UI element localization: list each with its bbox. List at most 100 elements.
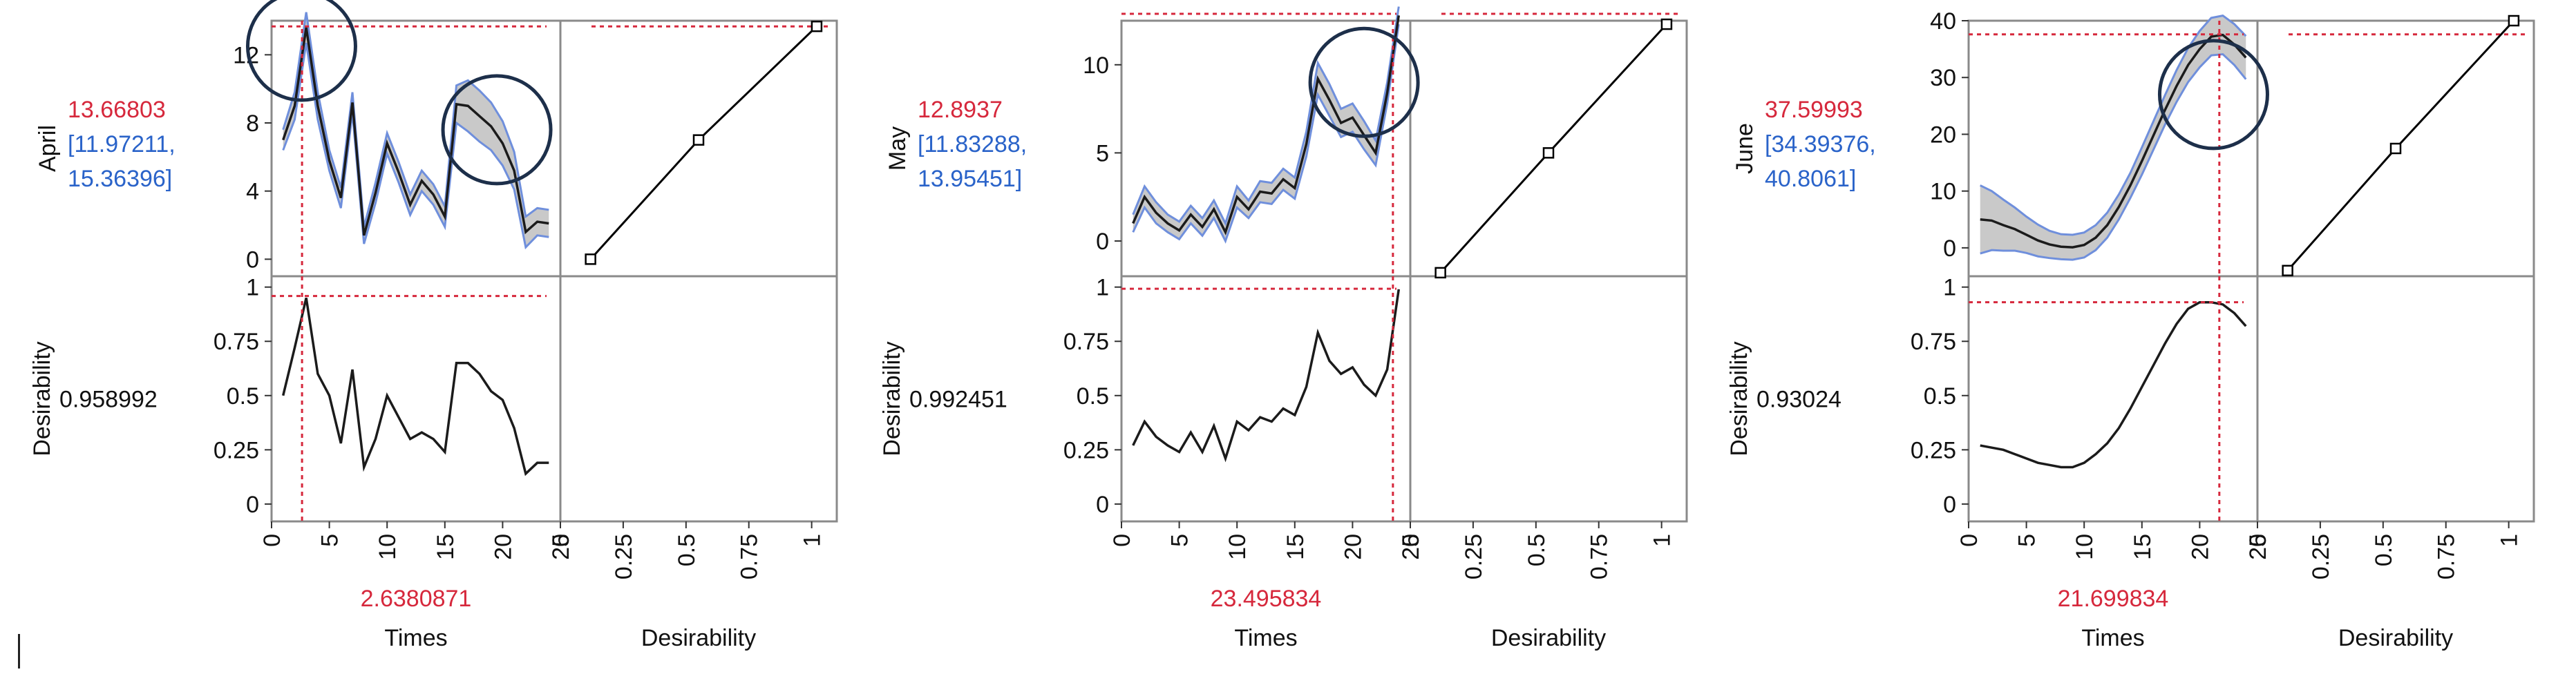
x-axis-label: Times bbox=[2081, 625, 2144, 651]
desirability-handle bbox=[2282, 264, 2293, 277]
x-tick-label: 0.25 bbox=[1461, 534, 1487, 579]
x-tick-label: 0 bbox=[1109, 534, 1135, 547]
desirability-row-label: Desirability bbox=[29, 341, 55, 456]
prediction-trace bbox=[282, 27, 549, 236]
desirability-tick-label: 0.75 bbox=[214, 329, 259, 355]
x-tick-label: 0 bbox=[1956, 534, 1982, 547]
highlight-circle bbox=[2157, 39, 2269, 151]
desirability-handle bbox=[2389, 142, 2402, 155]
x-axis-label: Desirability bbox=[2338, 625, 2453, 651]
desirability-tick-label: 1 bbox=[1943, 275, 1956, 301]
x-tick-label: 20 bbox=[490, 534, 516, 560]
x-tick-label: 0 bbox=[2245, 534, 2271, 547]
text-cursor bbox=[18, 634, 20, 668]
current-time-value: 23.495834 bbox=[1211, 586, 1322, 612]
predicted-value: 13.66803 bbox=[68, 97, 166, 123]
x-tick-label: 25 bbox=[1398, 534, 1424, 560]
desirability-handle bbox=[1660, 18, 1673, 30]
panel-frame bbox=[1120, 19, 1688, 523]
desirability-tick-label: 0 bbox=[1943, 492, 1956, 518]
x-tick-label: 0.75 bbox=[737, 534, 763, 579]
desirability-trace bbox=[1132, 289, 1401, 463]
confidence-lower bbox=[282, 42, 549, 250]
confidence-upper bbox=[1132, 6, 1400, 227]
x-tick-label: 5 bbox=[2014, 534, 2040, 547]
y-tick-label: 0 bbox=[1943, 235, 1956, 262]
highlight-circle bbox=[1308, 26, 1420, 138]
y-tick-label: 40 bbox=[1930, 8, 1956, 35]
x-tick-label: 10 bbox=[375, 534, 401, 560]
y-tick-label: 4 bbox=[246, 179, 259, 205]
x-tick-label: 0.75 bbox=[2434, 534, 2460, 579]
predicted-value: 37.59993 bbox=[1765, 97, 1863, 123]
confidence-interval: 15.36396] bbox=[68, 166, 172, 192]
response-label: June bbox=[1732, 123, 1758, 174]
confidence-band bbox=[1980, 15, 2246, 260]
x-tick-label: 15 bbox=[1282, 534, 1309, 560]
x-tick-label: 0 bbox=[1398, 534, 1424, 547]
y-tick-label: 8 bbox=[246, 110, 259, 137]
desirability-value: 0.992451 bbox=[909, 387, 1007, 413]
desirability-tick-label: 1 bbox=[246, 275, 259, 301]
desirability-handle bbox=[1542, 147, 1555, 159]
desirability-tick-label: 1 bbox=[1096, 275, 1109, 301]
confidence-upper bbox=[282, 12, 549, 227]
confidence-upper bbox=[1980, 15, 2247, 236]
panel-frame bbox=[270, 19, 838, 523]
desirability-value: 0.93024 bbox=[1756, 387, 1841, 413]
x-tick-label: 0.25 bbox=[611, 534, 637, 579]
x-tick-label: 20 bbox=[2187, 534, 2213, 560]
y-tick-label: 10 bbox=[1930, 179, 1956, 205]
desirability-tick-label: 0.25 bbox=[1911, 437, 1956, 463]
x-axis-label: Times bbox=[1234, 625, 1297, 651]
desirability-handle bbox=[811, 20, 823, 32]
y-tick-label: 0 bbox=[1096, 229, 1109, 255]
desirability-tick-label: 0.25 bbox=[214, 437, 259, 463]
highlight-circle bbox=[441, 74, 553, 186]
desirability-tick-label: 0.75 bbox=[1911, 329, 1956, 355]
y-tick-label: 0 bbox=[246, 247, 259, 273]
y-tick-label: 5 bbox=[1096, 140, 1109, 166]
desirability-tick-label: 0 bbox=[246, 492, 259, 518]
x-axis-label: Desirability bbox=[1491, 625, 1606, 651]
x-tick-label: 20 bbox=[1340, 534, 1366, 560]
x-tick-label: 1 bbox=[1649, 534, 1676, 547]
y-tick-label: 20 bbox=[1930, 122, 1956, 148]
response-label: May bbox=[884, 126, 911, 171]
x-tick-label: 1 bbox=[799, 534, 826, 547]
desirability-trace bbox=[1980, 300, 2247, 469]
desirability-tick-label: 0.25 bbox=[1063, 437, 1109, 463]
prediction-trace bbox=[1980, 33, 2247, 249]
x-tick-label: 0 bbox=[259, 534, 285, 547]
desirability-tick-label: 0 bbox=[1096, 492, 1109, 518]
x-tick-label: 25 bbox=[2245, 534, 2271, 560]
panel-frame bbox=[1967, 19, 2535, 523]
x-tick-label: 10 bbox=[2072, 534, 2098, 560]
x-tick-label: 0.5 bbox=[674, 534, 700, 566]
desirability-handle bbox=[585, 253, 596, 265]
prediction-trace bbox=[1132, 15, 1401, 235]
x-tick-label: 1 bbox=[2497, 534, 2523, 547]
desirability-row-label: Desirability bbox=[1726, 341, 1752, 456]
confidence-band bbox=[1133, 6, 1399, 241]
desirability-tick-label: 0.5 bbox=[227, 383, 259, 410]
x-tick-label: 0.25 bbox=[2308, 534, 2334, 579]
x-tick-label: 5 bbox=[317, 534, 343, 547]
desirability-handle bbox=[1434, 267, 1446, 279]
y-tick-label: 10 bbox=[1083, 52, 1109, 79]
confidence-interval: [11.97211, bbox=[68, 131, 176, 157]
x-tick-label: 0 bbox=[548, 534, 574, 547]
x-tick-label: 0.5 bbox=[2371, 534, 2397, 566]
x-tick-label: 0.75 bbox=[1587, 534, 1613, 579]
y-tick-label: 30 bbox=[1930, 65, 1956, 91]
desirability-tick-label: 0.5 bbox=[1924, 383, 1956, 410]
x-tick-label: 25 bbox=[548, 534, 574, 560]
x-tick-label: 15 bbox=[2130, 534, 2156, 560]
current-time-value: 21.699834 bbox=[2058, 586, 2169, 612]
x-tick-label: 15 bbox=[433, 534, 459, 560]
